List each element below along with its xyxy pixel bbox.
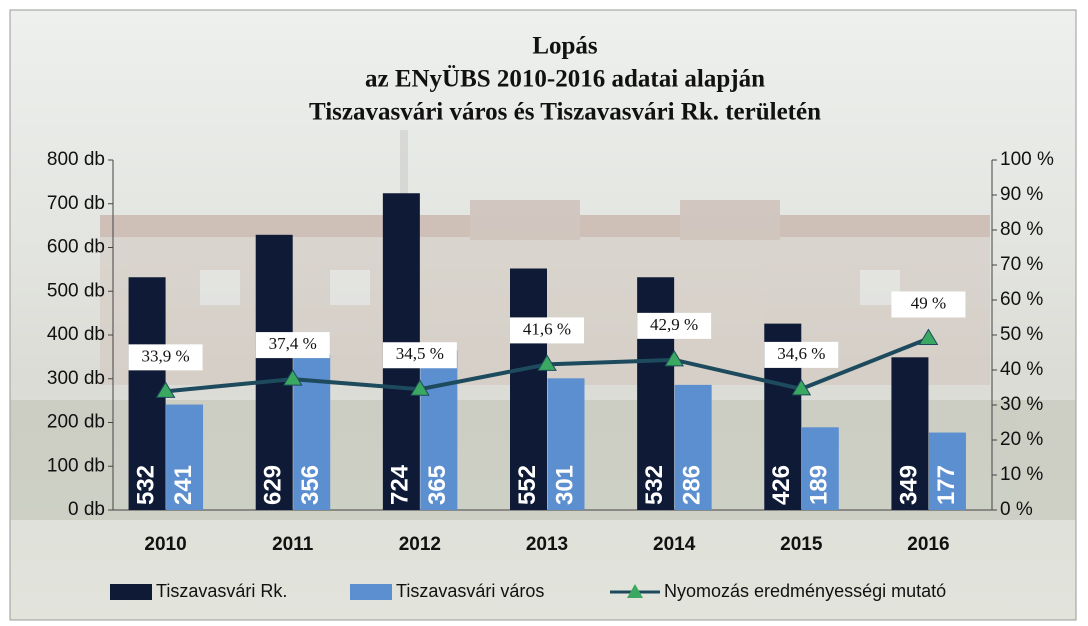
line-value-label: 41,6 % — [523, 319, 571, 338]
chart: Lopás az ENyÜBS 2010-2016 adatai alapján T… — [0, 0, 1088, 626]
y-tick-label: 500 db — [47, 280, 105, 301]
bar-value-label: 552 — [514, 465, 541, 505]
y2-tick-label: 50 % — [1000, 324, 1043, 345]
legend-label: Nyomozás eredményességi mutató — [664, 581, 946, 601]
chart-title: Lopás — [532, 33, 598, 60]
y2-tick-label: 40 % — [1000, 359, 1043, 380]
bar-value-label: 177 — [933, 465, 960, 505]
x-tick-label: 2016 — [907, 534, 949, 555]
chart-title: az ENyÜBS 2010-2016 adatai alapján — [365, 66, 765, 93]
y-tick-label: 0 db — [68, 499, 105, 520]
bar-value-label: 532 — [641, 465, 668, 505]
bar-value-label: 286 — [678, 465, 705, 505]
bar-value-label: 629 — [260, 465, 287, 505]
bar-value-label: 426 — [768, 465, 795, 505]
legend-label: Tiszavasvári Rk. — [156, 581, 287, 601]
bar-value-label: 724 — [387, 464, 414, 505]
bar-value-label: 349 — [895, 465, 922, 505]
line-value-label: 34,6 % — [777, 344, 825, 363]
bar-value-label: 189 — [806, 465, 833, 505]
line-value-label: 34,5 % — [396, 344, 444, 363]
y2-tick-label: 10 % — [1000, 464, 1043, 485]
y2-tick-label: 100 % — [1000, 149, 1054, 170]
y2-tick-label: 70 % — [1000, 254, 1043, 275]
x-tick-label: 2014 — [653, 534, 696, 555]
bar-value-label: 532 — [132, 465, 159, 505]
y-tick-label: 400 db — [47, 324, 105, 345]
y2-tick-label: 0 % — [1000, 499, 1033, 520]
x-tick-label: 2015 — [780, 534, 823, 555]
chart-title: Tiszavasvári város és Tiszavasvári Rk. t… — [309, 99, 821, 126]
y-tick-label: 300 db — [47, 368, 105, 389]
y2-tick-label: 20 % — [1000, 429, 1043, 450]
y2-tick-label: 80 % — [1000, 219, 1043, 240]
y-tick-label: 800 db — [47, 149, 105, 170]
legend-label: Tiszavasvári város — [396, 581, 544, 601]
y2-tick-label: 90 % — [1000, 184, 1043, 205]
line-value-label: 37,4 % — [269, 334, 317, 353]
y2-tick-label: 60 % — [1000, 289, 1043, 310]
legend-swatch — [350, 584, 392, 600]
bar-value-label: 365 — [424, 465, 451, 505]
y2-tick-label: 30 % — [1000, 394, 1043, 415]
bar-value-label: 301 — [551, 465, 578, 505]
line-value-label: 33,9 % — [141, 346, 189, 365]
legend-swatch — [110, 584, 152, 600]
x-tick-label: 2012 — [399, 534, 441, 555]
x-tick-label: 2010 — [144, 534, 186, 555]
bar-value-label: 356 — [297, 465, 324, 505]
x-tick-label: 2011 — [272, 534, 314, 555]
line-value-label: 42,9 % — [650, 315, 698, 334]
y-tick-label: 600 db — [47, 237, 105, 258]
bar-value-label: 241 — [170, 465, 197, 505]
y-tick-label: 100 db — [47, 455, 105, 476]
line-value-label: 49 % — [911, 293, 946, 312]
y-tick-label: 700 db — [47, 193, 105, 214]
y-tick-label: 200 db — [47, 412, 105, 433]
x-tick-label: 2013 — [526, 534, 568, 555]
